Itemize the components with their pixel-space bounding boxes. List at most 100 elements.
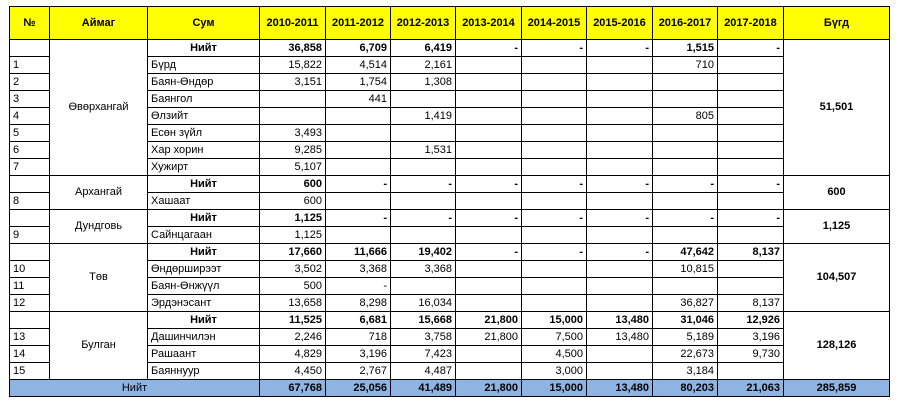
value-cell: 1,125 xyxy=(259,226,326,244)
row-number xyxy=(9,209,50,227)
value-cell: - xyxy=(325,175,391,193)
value-cell: 3,502 xyxy=(259,260,326,278)
value-cell: 4,450 xyxy=(259,362,326,380)
value-cell: - xyxy=(521,39,587,57)
value-cell: 11,666 xyxy=(325,243,391,261)
value-cell: 9,730 xyxy=(717,345,784,363)
value-cell: - xyxy=(586,243,653,261)
value-cell xyxy=(455,73,522,91)
value-cell: 3,493 xyxy=(259,124,326,142)
value-cell: 15,668 xyxy=(390,311,456,329)
value-cell: 3,196 xyxy=(717,328,784,346)
header-year: 2011-2012 xyxy=(325,6,391,40)
value-cell: 31,046 xyxy=(652,311,718,329)
value-cell: 3,000 xyxy=(521,362,587,380)
value-cell: 15,000 xyxy=(521,311,587,329)
table-row: 13 Дашинчилэн 2,246 718 3,758 21,800 7,500 13,4… xyxy=(9,328,890,346)
aimag-cell: Дундговь xyxy=(49,209,148,244)
subtotal-row: Өвөрхангай Нийт 36,858 6,709 6,419- - -1,515-5… xyxy=(9,39,890,176)
value-cell: 6,419 xyxy=(390,39,456,57)
value-cell xyxy=(717,90,784,108)
value-cell xyxy=(521,56,587,74)
value-cell: - xyxy=(586,175,653,193)
sum-name: Сайнцагаан xyxy=(147,226,260,244)
value-cell xyxy=(652,226,718,244)
value-cell: 8,137 xyxy=(717,294,784,312)
table-row: 9 Сайнцагаан 1,125 xyxy=(9,226,890,244)
value-cell: 13,658 xyxy=(259,294,326,312)
value-cell xyxy=(455,90,522,108)
value-cell xyxy=(717,277,784,295)
value-cell xyxy=(521,141,587,159)
value-cell xyxy=(521,90,587,108)
value-cell xyxy=(325,124,391,142)
value-cell xyxy=(717,124,784,142)
subtotal-label: Нийт xyxy=(147,39,260,57)
value-cell: - xyxy=(390,175,456,193)
value-cell: 9,285 xyxy=(259,141,326,159)
value-cell: - xyxy=(717,209,784,227)
value-cell: 47,642 xyxy=(652,243,718,261)
value-cell: 1,754 xyxy=(325,73,391,91)
value-cell xyxy=(521,277,587,295)
value-cell: 718 xyxy=(325,328,391,346)
grand-total-value: 80,203 xyxy=(652,379,718,397)
value-cell: - xyxy=(717,39,784,57)
value-cell xyxy=(652,141,718,159)
value-cell: - xyxy=(455,39,522,57)
value-cell xyxy=(586,158,653,176)
table-row: 2 Баян-Өндөр 3,151 1,754 1,308 xyxy=(9,73,890,91)
row-number: 4 xyxy=(9,107,50,125)
value-cell: - xyxy=(652,175,718,193)
value-cell: - xyxy=(652,209,718,227)
row-number: 12 xyxy=(9,294,50,312)
value-cell: - xyxy=(455,175,522,193)
subtotal-label: Нийт xyxy=(147,243,260,261)
subtotal-label: Нийт xyxy=(147,209,260,227)
value-cell: - xyxy=(521,209,587,227)
value-cell xyxy=(586,73,653,91)
value-cell: 2,767 xyxy=(325,362,391,380)
grand-total-sum: 285,859 xyxy=(783,379,890,397)
value-cell xyxy=(521,124,587,142)
table-row: 5 Есөн зүйл 3,493 xyxy=(9,124,890,142)
group-total-cell: 104,507 xyxy=(783,243,890,312)
value-cell: 13,480 xyxy=(586,328,653,346)
header-year: 2016-2017 xyxy=(652,6,718,40)
value-cell xyxy=(652,73,718,91)
sum-name: Эрдэнэсант xyxy=(147,294,260,312)
data-table: № Аймаг Сум 2010-2011 2011-2012 2012-201… xyxy=(9,6,890,397)
value-cell: 4,487 xyxy=(390,362,456,380)
row-number xyxy=(9,175,50,193)
value-cell xyxy=(652,124,718,142)
value-cell xyxy=(586,277,653,295)
value-cell: 805 xyxy=(652,107,718,125)
value-cell xyxy=(455,192,522,210)
sum-name: Баяннуур xyxy=(147,362,260,380)
value-cell: 600 xyxy=(259,192,326,210)
row-number: 6 xyxy=(9,141,50,159)
value-cell xyxy=(586,141,653,159)
value-cell: 36,858 xyxy=(259,39,326,57)
value-cell: 3,368 xyxy=(325,260,391,278)
value-cell: 15,822 xyxy=(259,56,326,74)
value-cell xyxy=(325,192,391,210)
value-cell xyxy=(717,226,784,244)
value-cell xyxy=(586,226,653,244)
value-cell xyxy=(521,73,587,91)
grand-total-value: 41,489 xyxy=(390,379,456,397)
value-cell xyxy=(717,73,784,91)
value-cell xyxy=(259,90,326,108)
value-cell: 8,298 xyxy=(325,294,391,312)
value-cell: 12,926 xyxy=(717,311,784,329)
value-cell: 4,829 xyxy=(259,345,326,363)
value-cell: 1,419 xyxy=(390,107,456,125)
value-cell xyxy=(717,192,784,210)
value-cell xyxy=(390,226,456,244)
value-cell: 4,514 xyxy=(325,56,391,74)
value-cell xyxy=(325,158,391,176)
table-row: 7 Хужирт 5,107 xyxy=(9,158,890,176)
value-cell xyxy=(717,158,784,176)
value-cell xyxy=(455,294,522,312)
row-number: 8 xyxy=(9,192,50,210)
